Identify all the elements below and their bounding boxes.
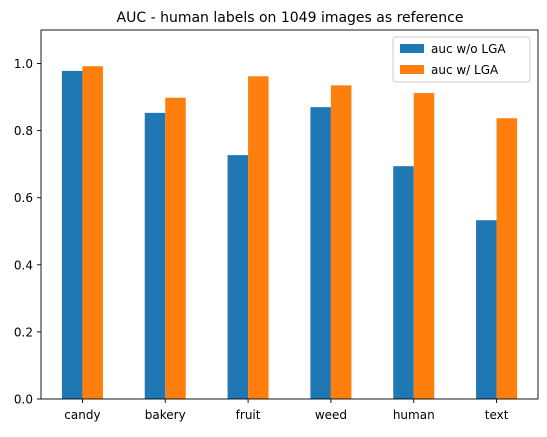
- bar-human-series-1: [393, 166, 414, 399]
- x-tick-label-weed: weed: [315, 408, 347, 422]
- bar-bakery-series-1: [144, 112, 166, 400]
- x-tick-label-human: human: [393, 408, 435, 422]
- bar-text-series-2: [496, 118, 518, 399]
- legend-swatch-series-2: [400, 65, 424, 74]
- x-tick-label-fruit: fruit: [236, 408, 261, 422]
- legend-box: [392, 36, 531, 83]
- bar-weed-series-1: [310, 107, 331, 400]
- bar-weed-series-2: [330, 85, 352, 399]
- y-tick-label: 0.8: [14, 124, 33, 138]
- bar-fruit-series-1: [227, 155, 249, 399]
- y-tick-label: 0.6: [14, 191, 33, 205]
- x-tick-label-text: text: [485, 408, 509, 422]
- x-axis: candy bakery fruit weed human text: [64, 399, 509, 422]
- y-tick-label: 0.0: [14, 393, 33, 407]
- bar-candy-series-1: [61, 70, 83, 400]
- bar-candy-series-2: [82, 66, 103, 399]
- bar-fruit-series-2: [248, 76, 269, 399]
- legend: auc w/o LGA auc w/ LGA: [392, 36, 531, 83]
- legend-label-series-1: auc w/o LGA: [431, 42, 506, 56]
- y-tick-label: 0.2: [14, 325, 33, 339]
- x-tick-label-candy: candy: [64, 408, 100, 422]
- x-tick-label-bakery: bakery: [145, 408, 186, 422]
- chart-title: AUC - human labels on 1049 images as ref…: [117, 10, 464, 26]
- legend-label-series-2: auc w/ LGA: [431, 63, 499, 77]
- bar-text-series-1: [476, 220, 497, 399]
- axes-frame: [40, 29, 539, 400]
- y-axis: 0.0 0.2 0.4 0.6 0.8 1.0: [14, 57, 41, 407]
- plot-area: [40, 29, 539, 400]
- bar-bakery-series-2: [165, 97, 186, 399]
- y-tick-label: 0.4: [14, 258, 33, 272]
- bar-human-series-2: [413, 93, 435, 399]
- y-tick-label: 1.0: [14, 57, 33, 71]
- legend-swatch-series-1: [400, 44, 424, 53]
